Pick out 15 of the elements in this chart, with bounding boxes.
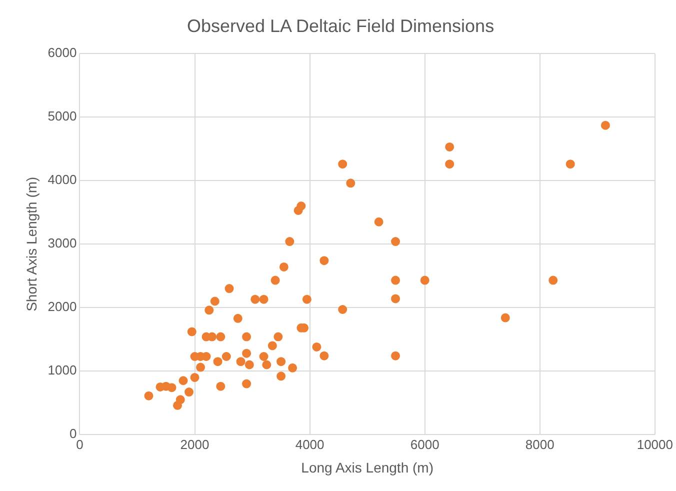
x-axis-title: Long Axis Length (m)	[301, 459, 434, 476]
x-tick-label: 8000	[525, 436, 554, 452]
x-tick-label: 6000	[410, 436, 440, 452]
y-tick-label: 6000	[48, 45, 77, 60]
x-tick-label: 2000	[180, 436, 210, 452]
y-axis-title: Short Axis Length (m)	[23, 176, 40, 312]
y-tick-label: 5000	[48, 108, 77, 124]
chart-title: Observed LA Deltaic Field Dimensions	[186, 16, 494, 36]
y-tick-label: 1000	[48, 362, 77, 378]
y-tick-label: 3000	[48, 236, 77, 251]
y-tick-label: 2000	[48, 299, 77, 314]
y-tick-label: 4000	[48, 172, 77, 188]
x-tick-label: 10000	[636, 436, 674, 452]
x-tick-label: 4000	[295, 436, 324, 452]
y-tick-label: 0	[69, 426, 77, 442]
